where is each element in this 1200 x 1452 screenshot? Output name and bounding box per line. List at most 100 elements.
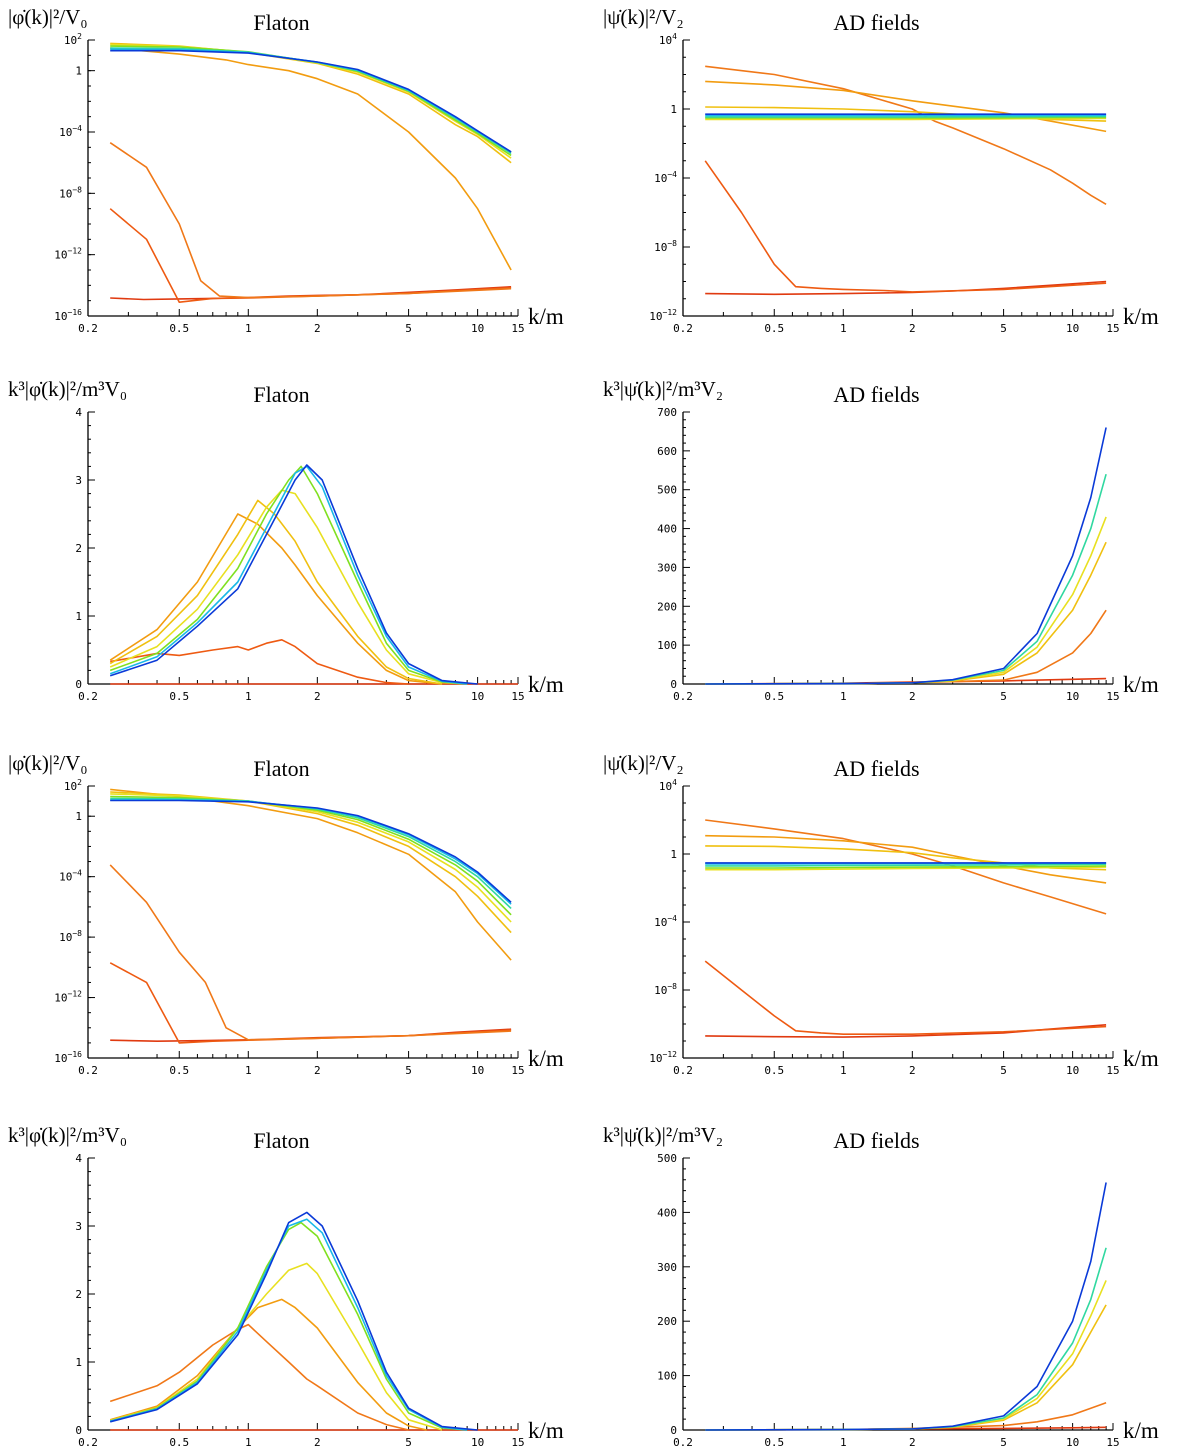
x-tick-label: 1 bbox=[245, 1064, 252, 1077]
x-tick-label: 0.2 bbox=[673, 322, 693, 335]
x-tick-label: 15 bbox=[1106, 690, 1119, 703]
x-tick-label: 0.5 bbox=[764, 690, 784, 703]
y-tick-label: 10−12 bbox=[54, 247, 82, 262]
y-tick-label: 104 bbox=[659, 778, 677, 793]
series-line-6 bbox=[705, 866, 1107, 871]
series-line-4 bbox=[109, 1262, 443, 1431]
y-tick-label: 1 bbox=[75, 1356, 82, 1369]
x-tick-label: 0.5 bbox=[169, 1064, 189, 1077]
y-tick-label: 100 bbox=[657, 639, 677, 652]
series-line-1 bbox=[705, 280, 1107, 296]
x-tick-label: 15 bbox=[511, 322, 524, 335]
y-axis-label: k³|ψ̇(k)|²/m³V₂ bbox=[603, 1123, 723, 1147]
series-line-4 bbox=[705, 80, 1107, 133]
series-line-8 bbox=[110, 47, 512, 155]
chart-title: Flaton bbox=[253, 1128, 309, 1153]
y-axis-label: k³|ψ̇(k)|²/m³V₂ bbox=[603, 377, 723, 401]
series-line-1 bbox=[110, 1028, 512, 1042]
chart-panel-2: 0.2 0.5 1 2 5 10 15 104 1 10−4 10−8 10−12 |ψ̇(k)|²/V… bbox=[603, 5, 1159, 335]
y-tick-label: 500 bbox=[657, 1152, 677, 1165]
x-tick-label: 5 bbox=[1000, 690, 1007, 703]
x-tick-label: 0.5 bbox=[169, 690, 189, 703]
series-line-7 bbox=[705, 116, 1107, 119]
y-tick-label: 10−8 bbox=[59, 929, 82, 944]
y-tick-label: 4 bbox=[75, 1152, 82, 1165]
x-tick-label: 10 bbox=[471, 322, 484, 335]
series-line-3 bbox=[109, 1298, 427, 1431]
y-tick-label: 1 bbox=[670, 848, 677, 861]
x-tick-label: 15 bbox=[1106, 322, 1119, 335]
x-tick-label: 0.2 bbox=[673, 690, 693, 703]
y-tick-label: 0 bbox=[670, 1424, 677, 1437]
series-line-10 bbox=[110, 799, 512, 903]
chart-title: AD fields bbox=[833, 756, 919, 781]
x-axis-label: k/m bbox=[528, 1046, 564, 1071]
series-line-5 bbox=[705, 473, 1107, 685]
x-tick-label: 1 bbox=[245, 690, 252, 703]
chart-title: Flaton bbox=[253, 10, 309, 35]
y-tick-label: 10−8 bbox=[654, 982, 677, 997]
series-line-3 bbox=[705, 65, 1107, 205]
x-tick-label: 0.2 bbox=[673, 1064, 693, 1077]
y-tick-label: 3 bbox=[75, 474, 82, 487]
x-axis-label: k/m bbox=[528, 304, 564, 329]
x-tick-label: 5 bbox=[1000, 322, 1007, 335]
x-axis-label: k/m bbox=[1123, 304, 1159, 329]
series-line-5 bbox=[705, 1247, 1107, 1431]
series-line-1 bbox=[705, 1024, 1107, 1038]
y-tick-label: 1 bbox=[75, 610, 82, 623]
y-tick-label: 102 bbox=[64, 778, 82, 793]
x-tick-label: 0.5 bbox=[169, 322, 189, 335]
series-line-3 bbox=[109, 864, 512, 1041]
y-tick-label: 10−4 bbox=[654, 914, 677, 929]
x-tick-label: 10 bbox=[471, 1064, 484, 1077]
series-line-6 bbox=[110, 793, 512, 923]
series-line-8 bbox=[110, 797, 512, 909]
x-tick-label: 10 bbox=[1066, 1064, 1079, 1077]
chart-title: AD fields bbox=[833, 10, 919, 35]
x-tick-label: 5 bbox=[405, 322, 412, 335]
x-tick-label: 5 bbox=[1000, 1436, 1007, 1449]
series-line-2 bbox=[705, 1402, 1107, 1431]
series-line-3 bbox=[109, 142, 512, 299]
y-tick-label: 1 bbox=[75, 65, 82, 78]
series-line-2 bbox=[704, 960, 1107, 1035]
series-line-8 bbox=[705, 115, 1107, 118]
x-tick-label: 0.5 bbox=[764, 322, 784, 335]
x-tick-label: 0.5 bbox=[764, 1436, 784, 1449]
x-tick-label: 15 bbox=[1106, 1436, 1119, 1449]
y-tick-label: 10−4 bbox=[59, 869, 82, 884]
series-line-2 bbox=[704, 160, 1107, 293]
series-line-4 bbox=[705, 1280, 1107, 1431]
y-tick-label: 0 bbox=[75, 678, 82, 691]
y-tick-label: 2 bbox=[75, 542, 82, 555]
y-tick-label: 3 bbox=[75, 1220, 82, 1233]
x-tick-label: 15 bbox=[511, 1064, 524, 1077]
chart-title: Flaton bbox=[253, 382, 309, 407]
chart-panel-5: 0.2 0.5 1 2 5 10 15 102 1 10−4 10−8 10−12 10−16 |φ̇(k… bbox=[8, 751, 564, 1077]
y-tick-label: 10−4 bbox=[654, 170, 677, 185]
series-line-4 bbox=[110, 47, 512, 271]
y-tick-label: 300 bbox=[657, 1261, 677, 1274]
x-tick-label: 15 bbox=[511, 690, 524, 703]
series-line-6 bbox=[109, 1218, 468, 1431]
y-tick-label: 10−16 bbox=[54, 1050, 82, 1065]
x-tick-label: 2 bbox=[314, 1436, 321, 1449]
series-line-8 bbox=[109, 464, 478, 685]
series-line-4 bbox=[109, 499, 443, 685]
y-axis-label: k³|φ̇(k)|²/m³V₀ bbox=[8, 1123, 127, 1147]
x-tick-label: 0.5 bbox=[764, 1064, 784, 1077]
y-axis-label: |ψ̇(k)|²/V₂ bbox=[603, 5, 684, 29]
chart-title: AD fields bbox=[833, 1128, 919, 1153]
x-tick-label: 0.2 bbox=[78, 1064, 98, 1077]
x-tick-label: 1 bbox=[840, 1436, 847, 1449]
series-line-6 bbox=[705, 427, 1107, 685]
chart-title: Flaton bbox=[253, 756, 309, 781]
x-tick-label: 0.2 bbox=[78, 1436, 98, 1449]
x-axis-label: k/m bbox=[1123, 1418, 1159, 1443]
x-tick-label: 2 bbox=[909, 690, 916, 703]
series-line-9 bbox=[110, 48, 512, 153]
x-tick-label: 2 bbox=[314, 322, 321, 335]
